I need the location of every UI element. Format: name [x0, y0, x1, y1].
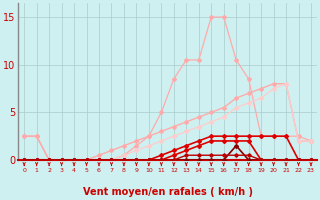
X-axis label: Vent moyen/en rafales ( km/h ): Vent moyen/en rafales ( km/h ): [83, 187, 252, 197]
